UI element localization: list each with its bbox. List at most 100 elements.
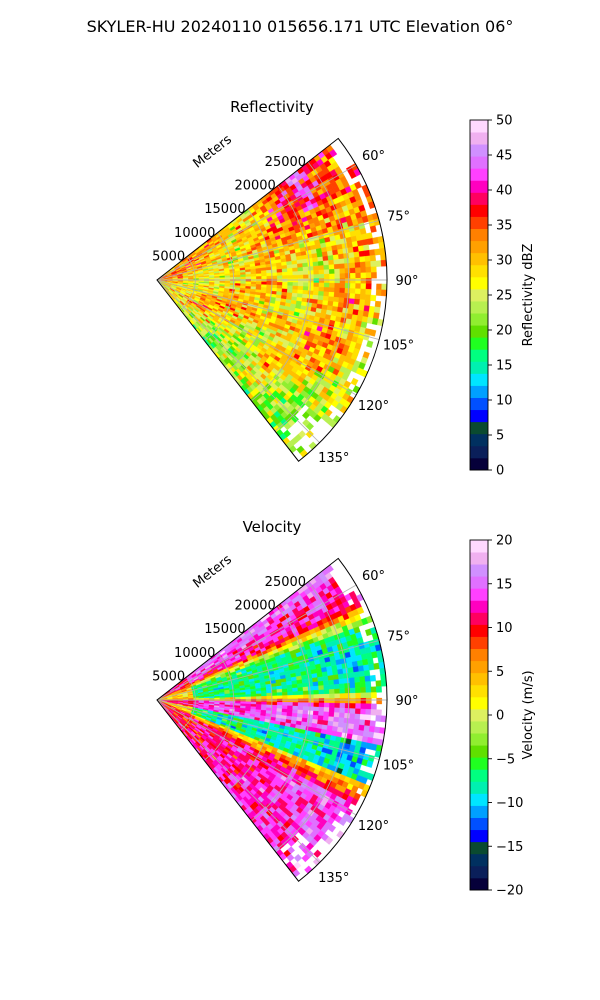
data-cell — [332, 674, 340, 681]
data-cell — [366, 340, 374, 348]
data-cell — [329, 273, 335, 279]
data-cell — [235, 274, 241, 278]
data-cell — [312, 261, 319, 267]
data-cell — [250, 696, 257, 700]
data-cell — [355, 272, 362, 279]
angular-tick-label: 90° — [395, 274, 418, 289]
data-cell — [369, 674, 376, 682]
data-cell — [365, 272, 372, 279]
colorbar-swatch — [470, 325, 488, 338]
data-cell — [318, 706, 325, 712]
data-cell — [312, 290, 319, 296]
data-cell — [376, 697, 383, 705]
data-cell — [374, 300, 382, 308]
colorbar-swatch — [470, 240, 488, 254]
data-cell — [363, 244, 370, 252]
data-cell — [370, 260, 377, 268]
data-cell — [367, 657, 374, 665]
data-cell — [344, 288, 351, 294]
data-cell — [266, 281, 273, 286]
data-cell — [292, 691, 299, 696]
data-cell — [323, 291, 330, 297]
data-cell — [370, 294, 377, 302]
data-cell — [350, 692, 356, 699]
data-cell — [323, 711, 330, 717]
data-cell — [358, 724, 365, 732]
data-cell — [312, 710, 319, 716]
data-cell — [292, 278, 299, 283]
data-cell — [339, 688, 346, 694]
data-cell — [318, 689, 325, 695]
data-cell — [297, 694, 304, 699]
data-cell — [350, 278, 356, 284]
data-cell — [308, 441, 318, 450]
data-cell — [271, 269, 278, 274]
data-cell — [282, 278, 288, 283]
data-cell — [360, 692, 367, 699]
data-cell — [359, 299, 366, 306]
data-cell — [354, 288, 361, 295]
data-cell — [338, 673, 345, 680]
data-cell — [329, 688, 335, 695]
data-cell — [329, 278, 335, 284]
colorbar-swatch — [470, 288, 488, 302]
data-cell — [355, 278, 362, 284]
data-cell — [292, 694, 299, 700]
data-cell — [308, 286, 314, 292]
data-cell — [363, 669, 371, 677]
data-cell — [324, 273, 330, 279]
data-cell — [266, 275, 273, 280]
data-cell — [364, 714, 372, 721]
data-cell — [224, 697, 231, 700]
data-cell — [344, 682, 351, 689]
data-cell — [271, 272, 278, 277]
data-cell — [313, 849, 322, 858]
colorbar-swatch — [470, 313, 488, 326]
data-cell — [308, 270, 314, 275]
data-cell — [344, 712, 351, 719]
data-cell — [323, 689, 330, 695]
data-cell — [338, 717, 345, 724]
colorbar-tick-label: 40 — [496, 184, 513, 199]
data-cell — [333, 259, 340, 265]
data-cell — [308, 706, 314, 712]
data-cell — [302, 682, 309, 688]
data-cell — [240, 274, 247, 278]
data-cell — [317, 260, 324, 267]
data-cell — [349, 682, 356, 689]
data-cell — [354, 256, 361, 263]
data-cell — [344, 273, 351, 279]
data-cell — [344, 262, 351, 269]
colorbar-swatch — [470, 409, 488, 423]
data-cell — [334, 707, 341, 714]
data-cell — [369, 254, 376, 262]
data-cell — [229, 277, 236, 280]
data-cell — [305, 430, 314, 439]
data-cell — [350, 377, 359, 386]
data-cell — [307, 290, 314, 296]
data-cell — [250, 701, 257, 705]
data-cell — [318, 685, 325, 691]
data-cell — [282, 282, 288, 286]
data-cell — [329, 698, 335, 704]
data-cell — [376, 283, 382, 291]
colorbar-swatch — [470, 457, 488, 471]
data-cell — [365, 708, 372, 716]
data-cell — [339, 707, 346, 714]
data-cell — [276, 281, 283, 286]
data-cell — [365, 288, 372, 296]
data-cell — [370, 703, 377, 710]
data-cell — [343, 677, 350, 684]
colorbar-swatch — [470, 132, 488, 145]
data-cell — [339, 693, 346, 699]
data-cell — [375, 260, 382, 267]
data-cell — [245, 276, 252, 280]
data-cell — [350, 703, 356, 709]
data-cell — [219, 697, 226, 700]
data-cell — [373, 306, 381, 314]
data-cell — [287, 278, 294, 283]
angular-tick-label: 135° — [318, 451, 349, 466]
data-cell — [339, 703, 346, 709]
colorbar-tick-label: 25 — [496, 289, 513, 304]
